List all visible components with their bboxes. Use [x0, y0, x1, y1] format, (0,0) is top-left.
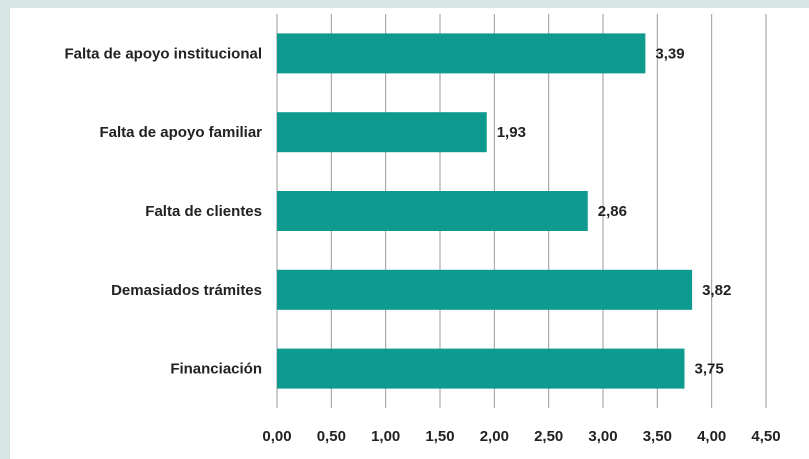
x-tick-label: 4,50: [751, 428, 780, 445]
bar: [277, 112, 487, 153]
bar: [277, 348, 685, 389]
x-tick-label: 2,50: [534, 428, 563, 445]
y-tick-label: Demasiados trámites: [111, 282, 262, 299]
y-tick-label: Falta de clientes: [145, 203, 262, 220]
bar: [277, 33, 646, 74]
x-tick-label: 1,00: [371, 428, 400, 445]
value-label: 3,39: [655, 45, 684, 62]
value-label: 1,93: [497, 124, 526, 141]
y-tick-label: Falta de apoyo institucional: [64, 45, 262, 62]
bar: [277, 191, 588, 231]
value-label: 2,86: [598, 203, 627, 220]
x-tick-label: 1,50: [425, 428, 454, 445]
bar: [277, 269, 693, 310]
plot-background: [10, 8, 809, 459]
x-tick-label: 3,50: [643, 428, 672, 445]
value-label: 3,75: [695, 361, 724, 378]
y-tick-label: Falta de apoyo familiar: [99, 124, 262, 141]
x-tick-label: 2,00: [480, 428, 509, 445]
x-tick-label: 0,50: [317, 428, 346, 445]
y-tick-label: Financiación: [170, 361, 262, 378]
x-tick-label: 4,00: [697, 428, 726, 445]
x-tick-label: 3,00: [588, 428, 617, 445]
x-tick-label: 0,00: [262, 428, 291, 445]
value-label: 3,82: [702, 282, 731, 299]
